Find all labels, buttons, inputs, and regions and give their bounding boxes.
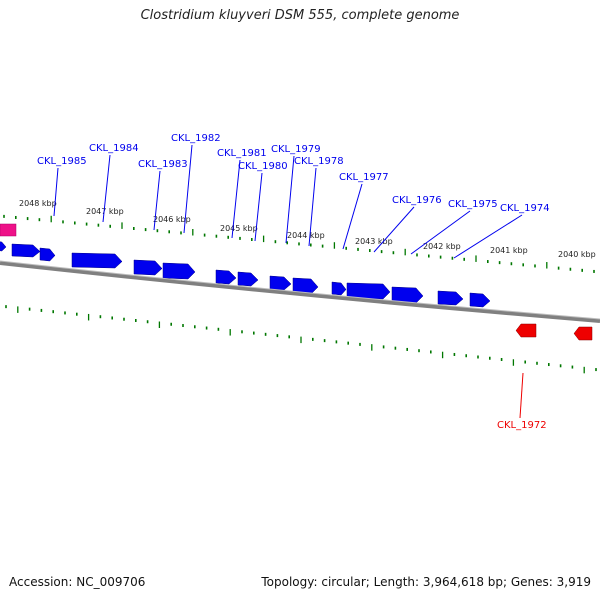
kbp-label: 2048 kbp (19, 199, 57, 208)
outer-tick-track (3, 214, 595, 273)
gene-label: CKL_1979 (271, 144, 321, 155)
kbp-label: 2043 kbp (355, 237, 393, 246)
gene-label: CKL_1984 (89, 143, 139, 154)
gene-label-leader (342, 183, 363, 250)
forward-gene-arrow (237, 271, 259, 287)
gene-label-leader (53, 167, 59, 217)
gene-label-leader (231, 159, 241, 239)
gene-label: CKL_1978 (294, 156, 344, 167)
genome-summary-text: Topology: circular; Length: 3,964,618 bp… (261, 575, 591, 589)
rna-feature (0, 223, 17, 237)
forward-gene-arrow (346, 282, 391, 300)
forward-gene-arrow (133, 259, 163, 276)
gene-label: CKL_1983 (138, 159, 188, 170)
gene-label-leader (373, 206, 415, 253)
reverse-gene-arrow (573, 326, 593, 341)
forward-gene-arrow (331, 281, 347, 296)
gene-label: CKL_1982 (171, 133, 221, 144)
forward-gene-arrow (39, 247, 56, 262)
forward-gene-arrow (391, 286, 424, 304)
forward-gene-arrow (292, 277, 319, 295)
forward-gene-arrow (71, 252, 123, 269)
reverse-gene-track (515, 323, 593, 341)
gene-label: CKL_1981 (217, 148, 267, 159)
kbp-label: 2041 kbp (490, 246, 528, 255)
inner-tick-track (5, 305, 597, 374)
kbp-label: 2046 kbp (153, 215, 191, 224)
gene-label-leader (153, 170, 161, 231)
reverse-gene-arrow (515, 323, 537, 338)
gene-label-leader (183, 144, 193, 234)
gene-label: CKL_1975 (448, 199, 498, 210)
gene-label: CKL_1974 (500, 203, 550, 214)
forward-gene-arrow (437, 290, 464, 306)
gene-label: CKL_1977 (339, 172, 389, 183)
kbp-label: 2045 kbp (220, 224, 258, 233)
forward-gene-arrow (215, 269, 237, 285)
gene-label-leader (102, 154, 111, 223)
kbp-label: 2040 kbp (558, 250, 596, 259)
forward-gene-arrow (11, 243, 41, 258)
map-title: Clostridium kluyveri DSM 555, complete g… (140, 8, 460, 23)
backbone-highlight (0, 260, 600, 320)
gene-label-leader (254, 172, 263, 242)
gene-label: CKL_1976 (392, 195, 442, 206)
gene-label-leader (285, 155, 295, 244)
gene-label: CKL_1985 (37, 156, 87, 167)
gene-label-leader (519, 372, 524, 419)
accession-text: Accession: NC_009706 (9, 575, 146, 589)
kbp-label-group: 2048 kbp 2047 kbp 2046 kbp 2045 kbp 2044 kbp… (19, 199, 596, 259)
gene-label-leader (410, 210, 471, 255)
backbone-line (0, 261, 600, 323)
genome-backbone (0, 260, 600, 323)
forward-gene-arrow (269, 275, 292, 291)
gene-label: CKL_1980 (238, 161, 288, 172)
forward-gene-arrow (0, 241, 7, 252)
kbp-label: 2042 kbp (423, 242, 461, 251)
gene-label: CKL_1972 (497, 420, 547, 431)
forward-gene-arrow (469, 292, 491, 308)
forward-gene-arrow (162, 262, 196, 280)
forward-gene-track (0, 223, 491, 308)
kbp-label: 2047 kbp (86, 207, 124, 216)
gene-label-leader (308, 167, 317, 247)
gene-label-leader (453, 214, 523, 259)
kbp-label: 2044 kbp (287, 231, 325, 240)
